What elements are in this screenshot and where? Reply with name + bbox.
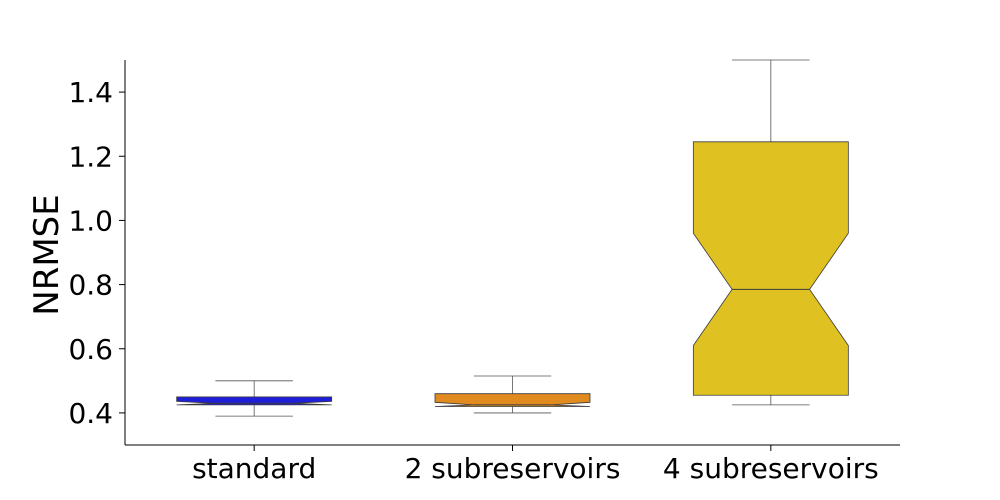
box-4-subreservoirs: [692, 59, 849, 406]
x-tick-label: 2 subreservoirs: [405, 452, 621, 485]
y-tick-label: 0.6: [68, 333, 113, 366]
y-tick-label: 0.4: [68, 397, 113, 430]
y-axis-title: NRMSE: [27, 194, 67, 315]
x-tick-label: 4 subreservoirs: [663, 452, 879, 485]
y-tick-label: 1.4: [68, 76, 113, 109]
y-tick-label: 0.8: [68, 269, 113, 302]
notched-box: [434, 393, 591, 407]
box-standard: [176, 380, 333, 417]
x-ticks: standard 2 subreservoirs 4 subreservoirs: [192, 445, 879, 485]
y-tick-label: 1.0: [68, 204, 113, 237]
box-2-subreservoirs: [434, 375, 591, 414]
y-ticks: 0.4 0.6 0.8 1.0 1.2 1.4: [68, 76, 125, 430]
y-tick-label: 1.2: [68, 140, 113, 173]
x-tick-label: standard: [192, 452, 316, 485]
notched-box: [692, 141, 849, 396]
boxes: [176, 59, 849, 417]
